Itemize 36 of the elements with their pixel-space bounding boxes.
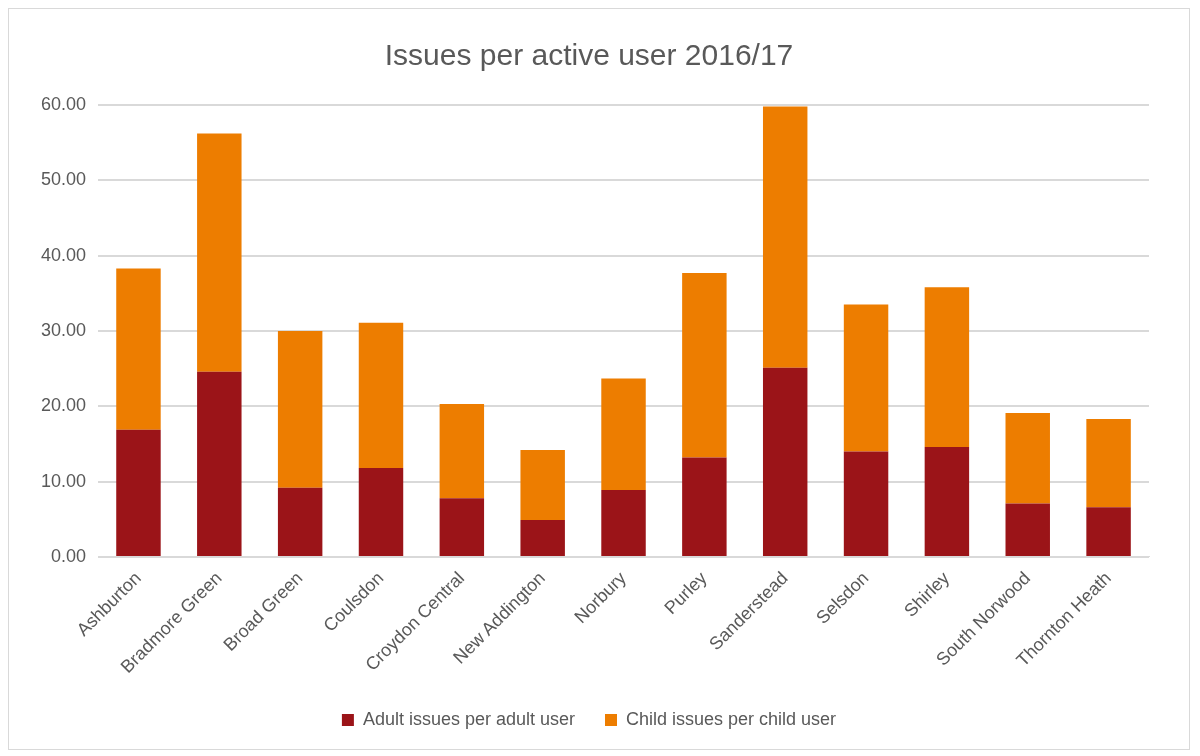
bar (843, 451, 889, 556)
bar (601, 489, 646, 556)
bar (1086, 419, 1131, 508)
bar (358, 468, 404, 556)
y-tick-label: 10.00 (41, 470, 87, 491)
bar (197, 371, 242, 556)
y-tick-label: 50.00 (41, 169, 87, 190)
bar (520, 449, 565, 521)
legend-label: Child issues per child user (626, 708, 837, 729)
bar (682, 457, 727, 556)
bar (1086, 507, 1131, 556)
bar (762, 367, 808, 556)
bar (1005, 413, 1050, 504)
bar (439, 498, 485, 556)
y-tick-label: 0.00 (51, 545, 87, 566)
y-tick-label: 20.00 (41, 395, 87, 416)
chart-title: Issues per active user 2016/17 (384, 38, 794, 72)
bar (116, 268, 161, 430)
y-tick-label: 60.00 (41, 93, 87, 114)
y-tick-label: 30.00 (41, 319, 87, 340)
bar (197, 133, 242, 372)
bar (277, 330, 323, 488)
bar (277, 487, 323, 556)
bar (1005, 503, 1050, 556)
bar (762, 106, 808, 368)
bar (439, 404, 485, 499)
bar (358, 322, 404, 469)
y-tick-label: 40.00 (41, 244, 87, 265)
bar (601, 378, 646, 490)
bar (843, 304, 889, 452)
bar (924, 446, 970, 556)
bar (520, 520, 565, 556)
legend-label: Adult issues per adult user (362, 708, 576, 729)
bar (116, 429, 161, 556)
bar (924, 287, 970, 447)
bar (682, 272, 727, 458)
